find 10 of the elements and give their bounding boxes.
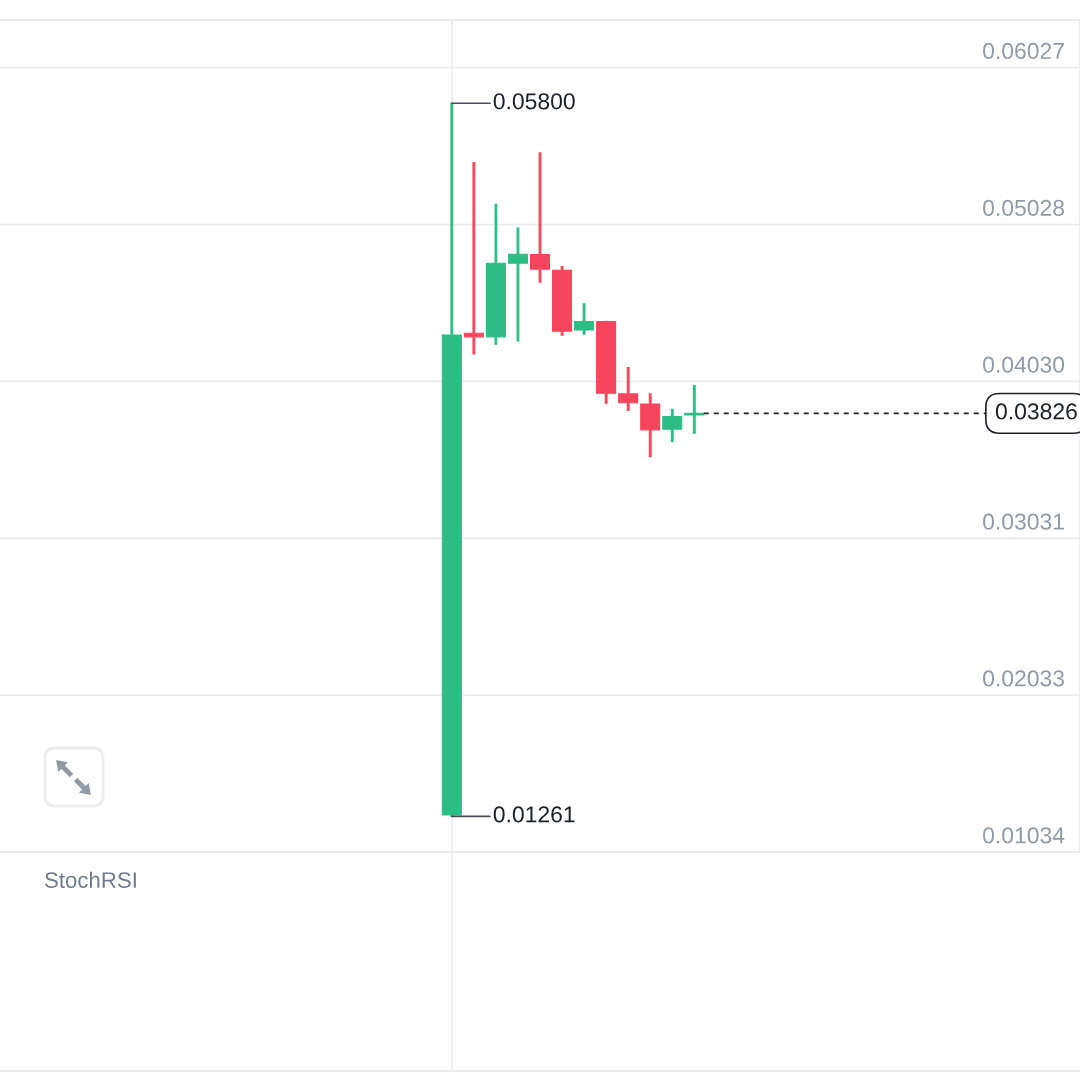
y-tick-label: 0.01034 [983, 827, 1065, 844]
annotation: 0.05800 [493, 93, 575, 110]
y-tick-label: 0.04030 [983, 356, 1065, 373]
annotation: 0.01261 [493, 806, 575, 823]
ref-line-label: 0.03826 [995, 403, 1077, 420]
text: StochRSI [45, 871, 136, 888]
y-tick-label: 0.03031 [983, 513, 1064, 530]
y-tick-label: 0.05028 [983, 199, 1065, 217]
y-tick-label: 0.06027 [983, 42, 1064, 60]
y-tick-label: 0.02033 [983, 670, 1064, 687]
